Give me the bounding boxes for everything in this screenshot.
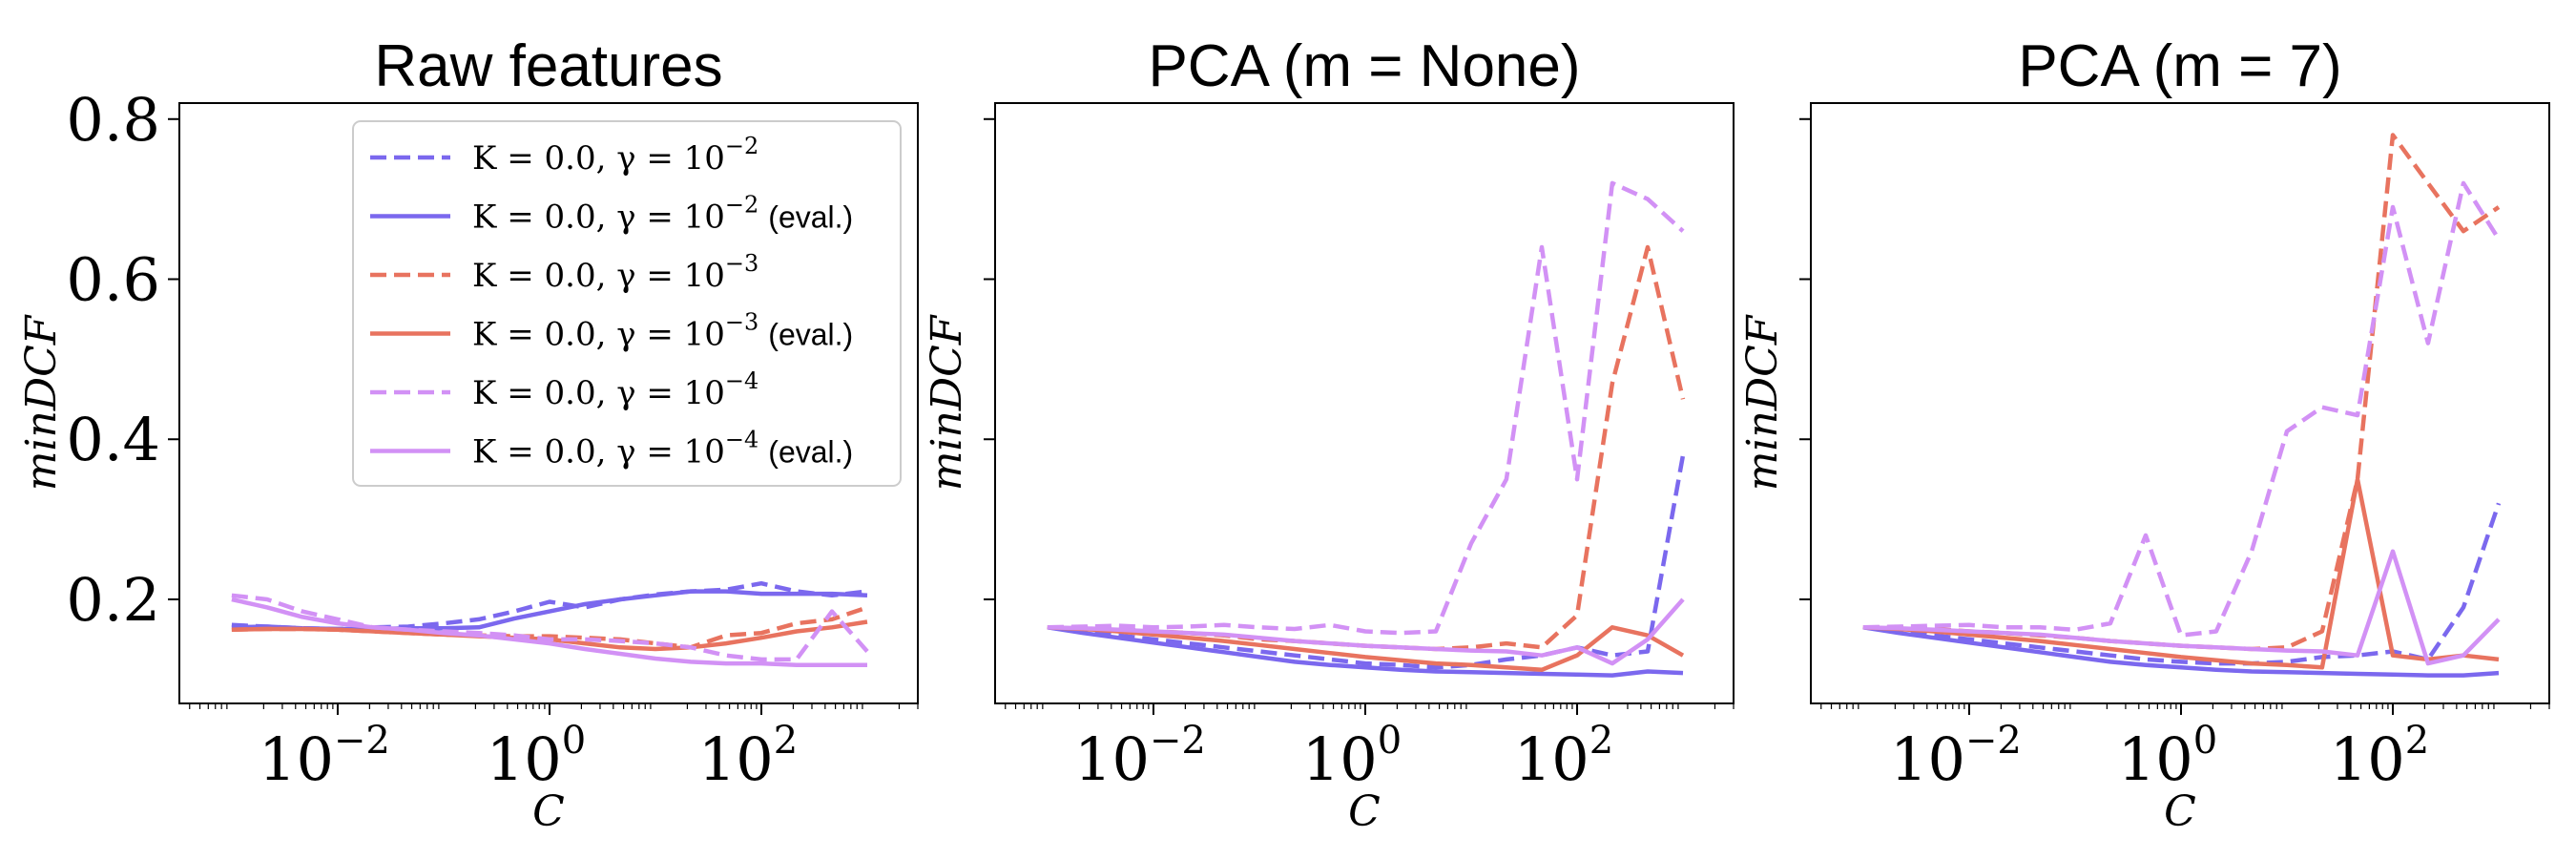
series-group [231, 580, 869, 667]
y-axis-label: minDCF [17, 314, 66, 491]
y-tick-label: 0.4 [66, 405, 160, 474]
legend-frame [352, 120, 902, 487]
chart-title: PCA (m = None) [1148, 33, 1580, 99]
series-line-4 [1047, 625, 1685, 673]
series-group [1862, 133, 2502, 678]
series-line-4 [1862, 476, 2500, 670]
y-axis-label: minDCF [923, 314, 971, 491]
chart-title: PCA (m = 7) [2018, 33, 2341, 99]
legend-label-5: K = 0.0, γ = 10−4 [472, 367, 758, 412]
x-tick-label: 102 [698, 719, 798, 794]
x-tick-label: 10−2 [259, 719, 390, 794]
series-line-3 [1047, 244, 1686, 652]
series-line-6 [1862, 549, 2501, 666]
x-tick-label: 100 [1302, 719, 1402, 794]
series-line-2 [1862, 625, 2500, 678]
legend-label-3: K = 0.0, γ = 10−3 [472, 250, 758, 295]
chart-panel-1: Raw features 0.2 0.4 0.6 0.8 10−2 100 102 CminDC… [17, 33, 919, 836]
axes-frame [994, 102, 1735, 704]
x-axis-label: C [532, 787, 565, 836]
x-tick-label: 102 [1514, 719, 1613, 794]
x-tick-label: 100 [2118, 719, 2217, 794]
x-tick-label: 100 [487, 719, 586, 794]
series-line-6 [1047, 597, 1685, 666]
series-line-5 [1047, 180, 1685, 636]
y-tick-label: 0.8 [66, 85, 160, 155]
y-tick-label: 0.6 [66, 245, 160, 315]
legend-label-4: K = 0.0, γ = 10−3 (eval.) [472, 309, 853, 354]
legend-label-2: K = 0.0, γ = 10−2 (eval.) [472, 192, 853, 237]
x-axis-label: C [1348, 787, 1381, 836]
series-line-2 [1047, 625, 1684, 678]
legend-label-1: K = 0.0, γ = 10−2 [472, 133, 758, 178]
y-axis-label: minDCF [1738, 314, 1787, 491]
series-line-3 [1862, 133, 2501, 652]
axes-frame [1810, 102, 2550, 704]
x-axis-label: C [2164, 787, 2196, 836]
series-group [1047, 180, 1686, 678]
x-tick-label: 10−2 [1074, 719, 1206, 794]
chart-title: Raw features [374, 33, 722, 99]
x-tick-label: 10−2 [1890, 719, 2022, 794]
series-line-5 [231, 593, 869, 662]
legend-label-6: K = 0.0, γ = 10−4 (eval.) [472, 427, 853, 471]
x-tick-label: 102 [2330, 719, 2429, 794]
series-line-5 [1862, 180, 2501, 638]
legend: K = 0.0, γ = 10−2 K = 0.0, γ = 10−2 (eval.… [352, 120, 902, 487]
series-line-6 [231, 597, 867, 667]
y-tick-label: 0.2 [66, 565, 160, 635]
